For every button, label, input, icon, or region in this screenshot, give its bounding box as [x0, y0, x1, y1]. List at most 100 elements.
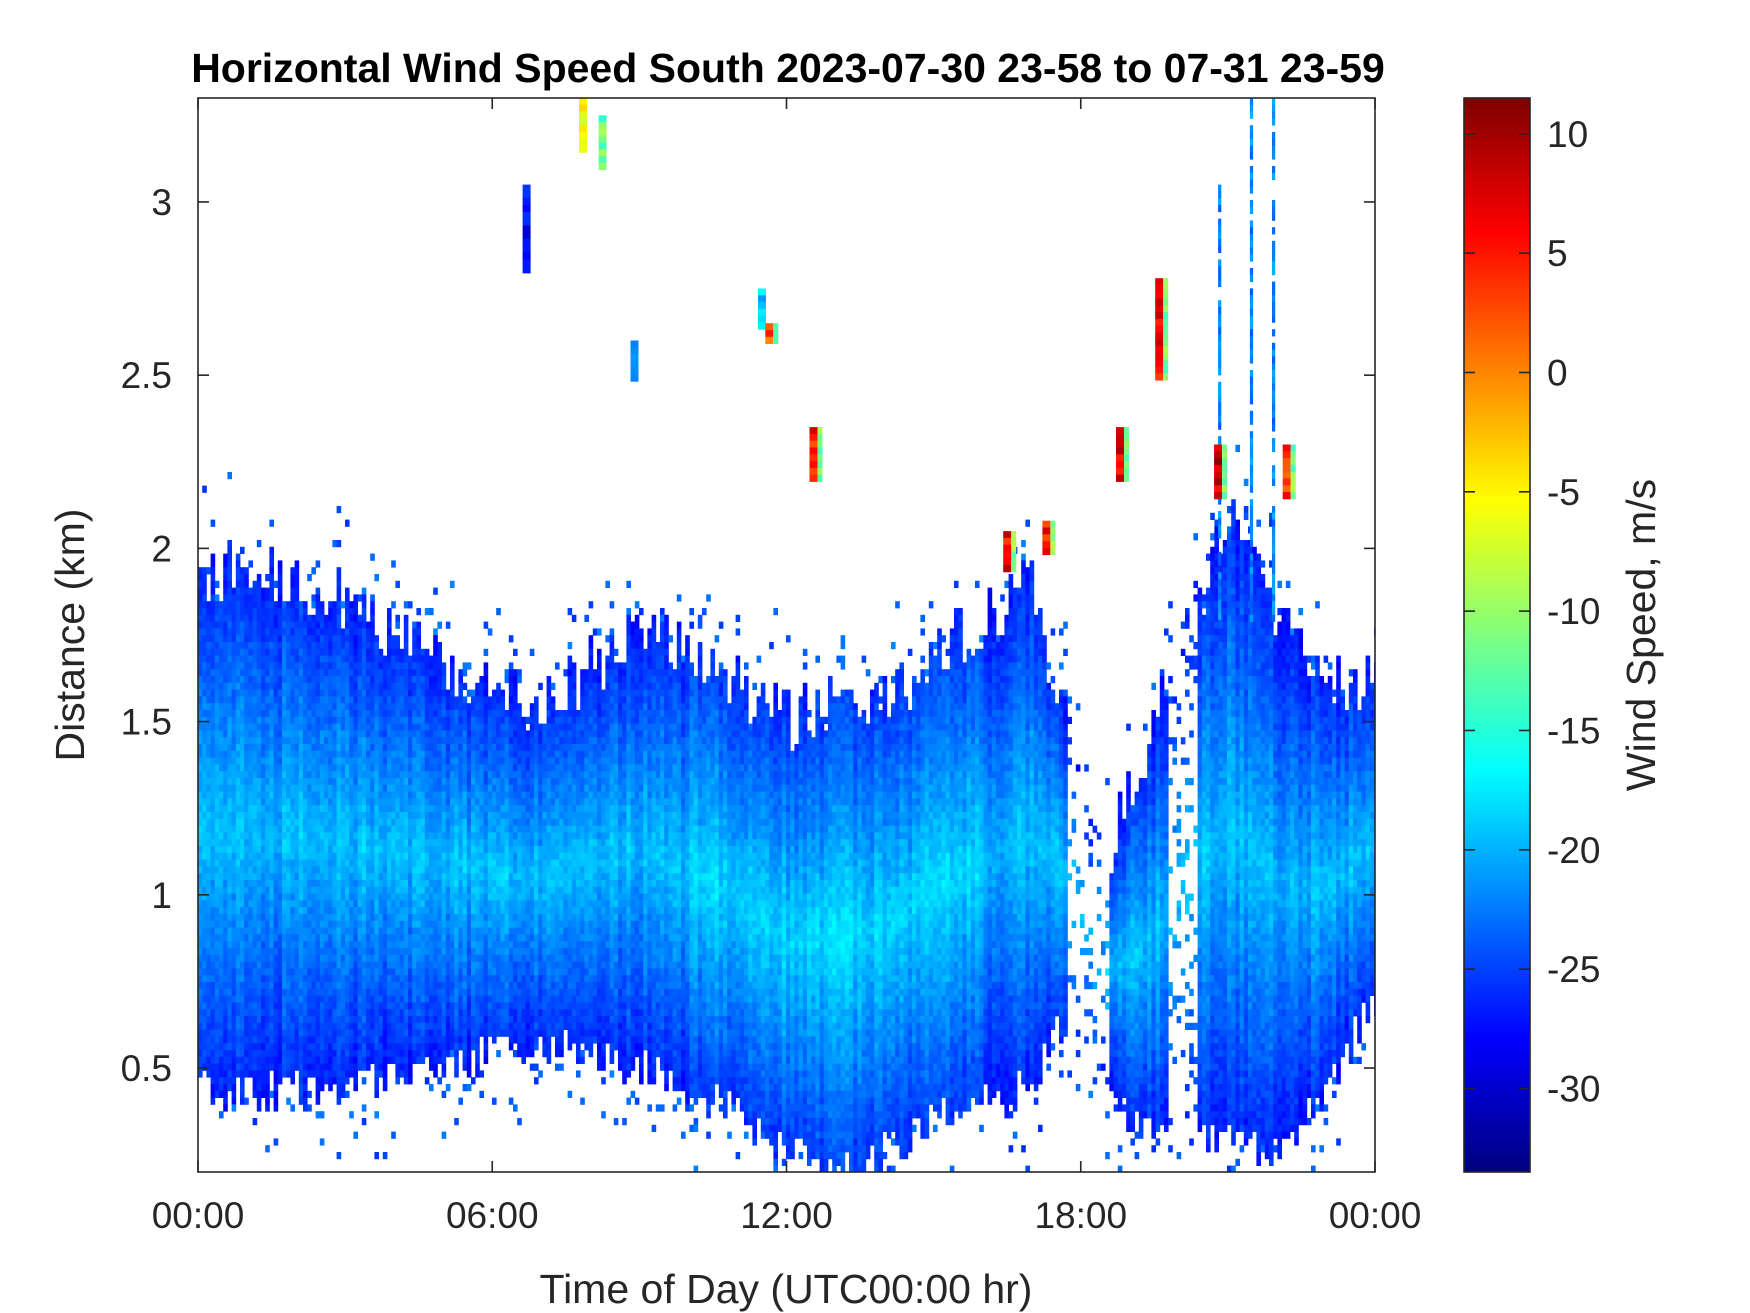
heatmap-cell [361, 682, 367, 690]
heatmap-cell [441, 941, 447, 949]
heatmap-cell [214, 873, 220, 881]
heatmap-cell [332, 771, 337, 779]
heatmap-cell [223, 893, 228, 901]
heatmap-cell [454, 1063, 459, 1071]
heatmap-cell [466, 1029, 472, 1037]
heatmap-cell [265, 907, 270, 915]
heatmap-cell [450, 832, 455, 840]
heatmap-cell [219, 682, 224, 690]
heatmap-cell [294, 750, 300, 758]
heatmap-cell [198, 669, 203, 677]
heatmap-cell [290, 730, 295, 738]
heatmap-cell [420, 737, 426, 745]
heatmap-cell [303, 825, 308, 833]
heatmap-cell [324, 696, 329, 704]
heatmap-cell [223, 744, 228, 752]
heatmap-cell [210, 682, 216, 690]
heatmap-cell [374, 757, 379, 765]
heatmap-cell [303, 866, 308, 874]
heatmap-cell [290, 614, 295, 622]
heatmap-cell [332, 1002, 337, 1010]
heatmap-cell [303, 614, 308, 622]
heatmap-cell [286, 696, 291, 704]
heatmap-cell [382, 1043, 388, 1051]
heatmap-cell [378, 859, 384, 867]
heatmap-cell [433, 1070, 438, 1078]
heatmap-cell [357, 886, 363, 894]
heatmap-cell [219, 601, 224, 609]
heatmap-cell [328, 662, 333, 670]
heatmap-cell [290, 771, 295, 779]
heatmap-cell [307, 716, 312, 724]
heatmap-cell [366, 995, 371, 1003]
heatmap-cell [324, 839, 329, 847]
heatmap-cell [437, 744, 442, 752]
heatmap-cell [412, 852, 417, 860]
heatmap-cell [214, 1090, 220, 1098]
heatmap-cell [387, 1029, 392, 1037]
heatmap-cell [416, 1056, 421, 1064]
heatmap-cell [198, 682, 203, 690]
heatmap-cell [227, 982, 232, 990]
heatmap-cell [231, 696, 237, 704]
heatmap-cell [345, 519, 350, 527]
heatmap-cell [252, 594, 258, 602]
heatmap-cell [357, 1002, 363, 1010]
heatmap-cell [370, 1050, 375, 1058]
heatmap-cell [311, 648, 316, 656]
heatmap-cell [458, 669, 463, 677]
heatmap-cell [420, 703, 426, 711]
heatmap-cell [273, 771, 279, 779]
heatmap-cell [294, 975, 300, 983]
heatmap-cell [361, 676, 367, 684]
heatmap-cell [319, 1022, 325, 1030]
heatmap-cell [462, 982, 468, 990]
heatmap-cell [462, 757, 468, 765]
heatmap-cell [450, 689, 455, 697]
heatmap-cell [235, 907, 241, 915]
heatmap-cell [492, 1029, 497, 1037]
heatmap-cell [416, 696, 421, 704]
heatmap-cell [256, 635, 262, 643]
heatmap-cell [303, 920, 308, 928]
heatmap-cell [496, 730, 501, 738]
heatmap-cell [370, 825, 375, 833]
heatmap-cell [408, 676, 413, 684]
heatmap-cell [433, 689, 438, 697]
heatmap-cell [340, 852, 346, 860]
heatmap-cell [458, 1029, 463, 1037]
heatmap-cell [441, 846, 447, 854]
heatmap-cell [349, 880, 354, 888]
heatmap-cell [286, 1056, 291, 1064]
heatmap-cell [479, 805, 484, 813]
heatmap-cell [223, 682, 228, 690]
heatmap-cell [441, 703, 447, 711]
heatmap-cell [286, 907, 291, 915]
heatmap-cell [223, 689, 228, 697]
heatmap-cell [277, 1077, 283, 1085]
heatmap-cell [303, 818, 308, 826]
heatmap-cell [433, 784, 438, 792]
heatmap-cell [265, 764, 270, 772]
heatmap-cell [471, 771, 476, 779]
heatmap-cell [483, 1009, 489, 1017]
heatmap-cell [361, 907, 367, 915]
heatmap-cell [454, 900, 459, 908]
heatmap-cell [492, 771, 497, 779]
heatmap-cell [248, 757, 253, 765]
heatmap-cell [462, 927, 468, 935]
heatmap-cell [219, 1056, 224, 1064]
heatmap-cell [210, 648, 216, 656]
heatmap-cell [370, 927, 375, 935]
heatmap-cell [227, 852, 232, 860]
heatmap-cell [240, 1016, 245, 1024]
heatmap-cell [424, 988, 430, 996]
heatmap-cell [408, 669, 413, 677]
heatmap-cell [319, 676, 325, 684]
heatmap-cell [366, 968, 371, 976]
heatmap-cell [475, 948, 480, 956]
heatmap-cell [382, 730, 388, 738]
heatmap-cell [374, 737, 379, 745]
heatmap-cell [265, 1016, 270, 1024]
heatmap-cell [324, 689, 329, 697]
